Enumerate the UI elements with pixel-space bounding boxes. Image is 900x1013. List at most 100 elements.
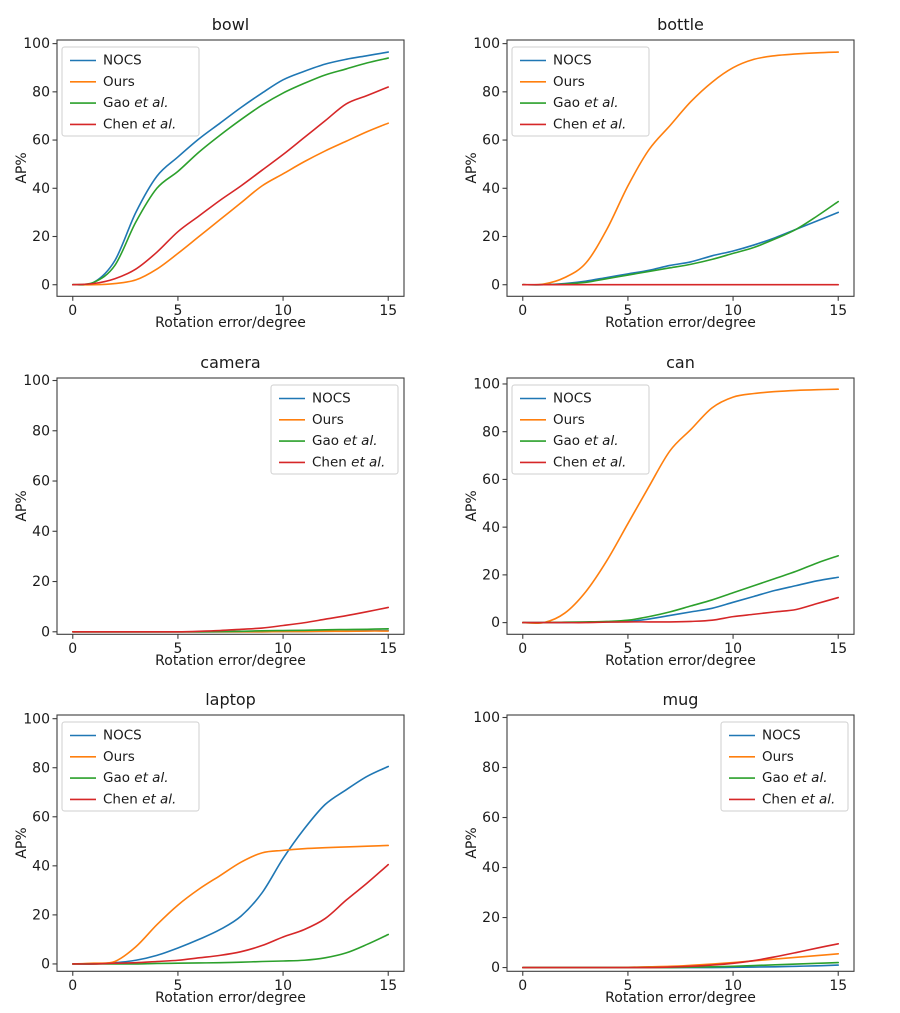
legend-label: Chen et al. bbox=[312, 454, 385, 470]
x-tick-label: 10 bbox=[274, 303, 292, 319]
legend-label: Chen et al. bbox=[553, 116, 626, 132]
y-tick-label: 40 bbox=[32, 858, 50, 874]
x-tick-label: 10 bbox=[724, 641, 742, 657]
series-chen-et-al- bbox=[521, 596, 840, 624]
legend-label: NOCS bbox=[103, 728, 142, 744]
legend: NOCS Ours Gao et al. Chen et al. bbox=[720, 721, 849, 812]
y-tick-label: 100 bbox=[23, 711, 50, 727]
x-tick-label: 0 bbox=[68, 641, 77, 657]
series-gao-et-al- bbox=[71, 933, 390, 965]
legend-label: NOCS bbox=[103, 53, 142, 69]
y-tick-label: 80 bbox=[482, 84, 500, 100]
legend-label: Ours bbox=[312, 412, 344, 428]
y-axis-label: AP% bbox=[464, 827, 480, 859]
x-tick-label: 5 bbox=[623, 303, 632, 319]
axes-spines bbox=[56, 714, 405, 972]
series-chen-et-al- bbox=[71, 86, 390, 286]
y-tick-label: 60 bbox=[32, 133, 50, 149]
x-tick-label: 5 bbox=[173, 978, 182, 994]
legend-label: Chen et al. bbox=[103, 116, 176, 132]
y-tick-label: 60 bbox=[32, 809, 50, 825]
plot-camera: 0 5 10 15 0 20 40 60 80 100 NOCS Ours Gao et al. Chen… bbox=[23, 373, 405, 657]
legend-label: Ours bbox=[762, 749, 794, 765]
y-tick-label: 100 bbox=[473, 377, 500, 393]
y-tick-label: 40 bbox=[482, 181, 500, 197]
legend-label: Chen et al. bbox=[553, 454, 626, 470]
y-tick-label: 40 bbox=[32, 524, 50, 540]
y-tick-label: 60 bbox=[482, 810, 500, 826]
x-tick-label: 10 bbox=[724, 303, 742, 319]
legend: NOCS Ours Gao et al. Chen et al. bbox=[61, 721, 200, 812]
x-tick-label: 10 bbox=[274, 641, 292, 657]
x-axis-label: Rotation error/degree bbox=[605, 653, 756, 669]
axes-spines bbox=[56, 377, 405, 635]
legend-label: Ours bbox=[103, 749, 135, 765]
y-tick-label: 0 bbox=[491, 277, 500, 293]
y-tick-label: 20 bbox=[32, 574, 50, 590]
series-gao-et-al- bbox=[521, 554, 840, 624]
legend: NOCS Ours Gao et al. Chen et al. bbox=[511, 46, 650, 137]
series-chen-et-al- bbox=[521, 942, 840, 969]
y-tick-label: 60 bbox=[32, 474, 50, 490]
y-axis-label: AP% bbox=[464, 490, 480, 522]
legend-label: Ours bbox=[103, 74, 135, 90]
plot-can: 0 5 10 15 0 20 40 60 80 100 NOCS Ours Gao et al. Chen… bbox=[473, 377, 855, 657]
x-tick-label: 5 bbox=[173, 641, 182, 657]
y-axis-label: AP% bbox=[14, 490, 30, 522]
x-tick-label: 5 bbox=[623, 641, 632, 657]
x-tick-label: 10 bbox=[724, 978, 742, 994]
y-axis-label: AP% bbox=[14, 152, 30, 184]
y-tick-label: 40 bbox=[482, 860, 500, 876]
chart-title: can bbox=[666, 353, 695, 372]
series-nocs bbox=[521, 576, 840, 624]
x-tick-label: 0 bbox=[518, 641, 527, 657]
y-tick-label: 80 bbox=[482, 424, 500, 440]
x-tick-label: 0 bbox=[518, 978, 527, 994]
axes-spines bbox=[56, 39, 405, 297]
x-tick-label: 15 bbox=[829, 978, 847, 994]
subplot-bowl: 0 5 10 15 0 20 40 60 80 100 NOCS Ours Gao et al. Chen… bbox=[0, 0, 450, 338]
series-ours bbox=[71, 122, 390, 286]
y-tick-label: 100 bbox=[23, 36, 50, 52]
y-tick-label: 20 bbox=[482, 910, 500, 926]
x-axis-label: Rotation error/degree bbox=[155, 653, 306, 669]
series-gao-et-al- bbox=[71, 57, 390, 286]
y-tick-label: 60 bbox=[482, 472, 500, 488]
x-tick-label: 0 bbox=[68, 303, 77, 319]
chart-title: bowl bbox=[211, 15, 250, 34]
axes-spines bbox=[506, 39, 855, 297]
legend-label: Gao et al. bbox=[103, 770, 169, 786]
x-axis-label: Rotation error/degree bbox=[155, 990, 306, 1006]
legend-label: Gao et al. bbox=[103, 95, 169, 111]
legend: NOCS Ours Gao et al. Chen et al. bbox=[511, 384, 650, 475]
legend-label: Gao et al. bbox=[553, 95, 619, 111]
x-tick-label: 15 bbox=[379, 303, 397, 319]
y-axis-label: AP% bbox=[464, 152, 480, 184]
y-tick-label: 60 bbox=[482, 133, 500, 149]
subplot-mug: 0 5 10 15 0 20 40 60 80 100 NOCS Ours Gao et al. Chen… bbox=[450, 675, 900, 1013]
y-tick-label: 20 bbox=[32, 908, 50, 924]
legend-label: Chen et al. bbox=[762, 791, 835, 807]
chart-title: laptop bbox=[205, 690, 256, 709]
chart-title: bottle bbox=[657, 15, 704, 34]
plot-mug: 0 5 10 15 0 20 40 60 80 100 NOCS Ours Gao et al. Chen… bbox=[473, 710, 855, 994]
y-tick-label: 40 bbox=[32, 181, 50, 197]
legend: NOCS Ours Gao et al. Chen et al. bbox=[270, 384, 399, 475]
y-tick-label: 0 bbox=[41, 624, 50, 640]
series-chen-et-al- bbox=[71, 606, 390, 633]
series-ours bbox=[521, 953, 840, 969]
legend-label: Gao et al. bbox=[312, 433, 378, 449]
legend-label: Ours bbox=[553, 412, 585, 428]
axes-spines bbox=[506, 377, 855, 635]
y-tick-label: 100 bbox=[473, 710, 500, 726]
legend: NOCS Ours Gao et al. Chen et al. bbox=[61, 46, 200, 137]
x-tick-label: 0 bbox=[68, 978, 77, 994]
y-tick-label: 80 bbox=[32, 84, 50, 100]
x-tick-label: 15 bbox=[829, 303, 847, 319]
subplot-laptop: 0 5 10 15 0 20 40 60 80 100 NOCS Ours Gao et al. Chen… bbox=[0, 675, 450, 1013]
legend-label: Chen et al. bbox=[103, 791, 176, 807]
axes-spines bbox=[506, 714, 855, 972]
x-tick-label: 5 bbox=[173, 303, 182, 319]
legend-label: Gao et al. bbox=[553, 433, 619, 449]
legend-label: Gao et al. bbox=[762, 770, 828, 786]
